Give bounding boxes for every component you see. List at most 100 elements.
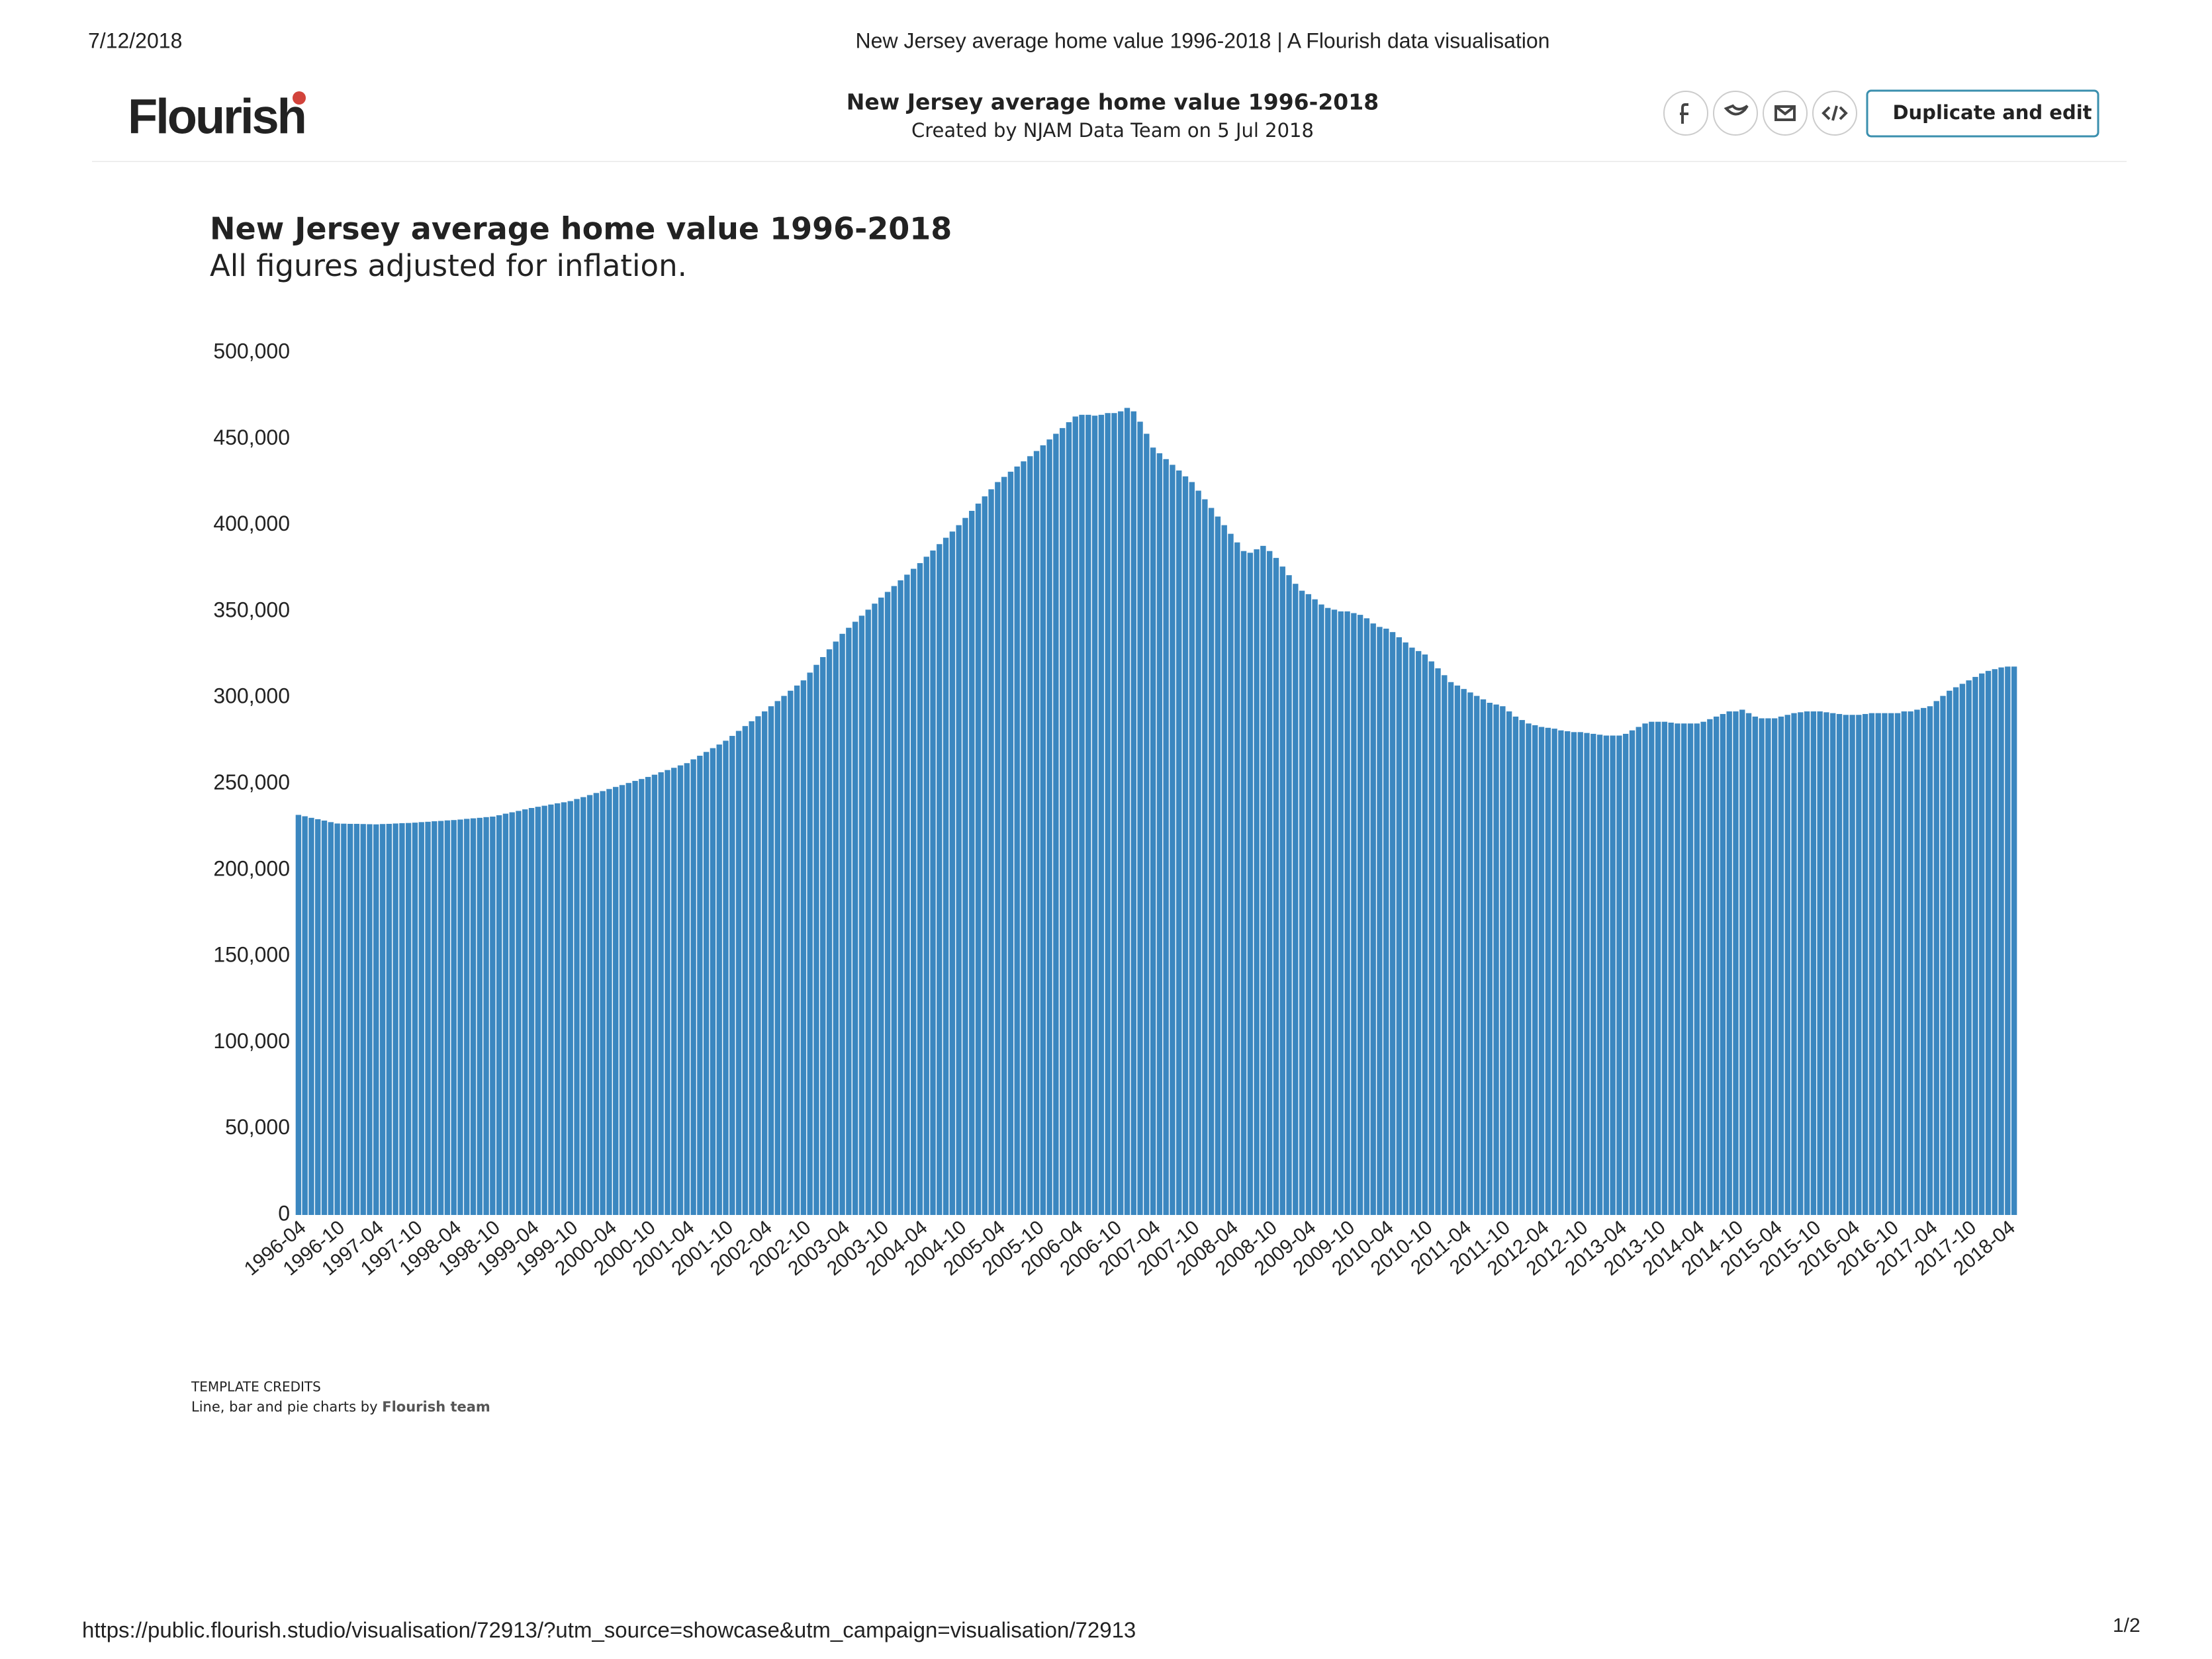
bar (710, 748, 716, 1215)
bar (1791, 713, 1797, 1215)
bar (1577, 732, 1583, 1215)
bar (768, 706, 774, 1215)
bar (1461, 689, 1467, 1215)
bar (1072, 416, 1078, 1215)
bar (1998, 667, 2004, 1215)
bar (1040, 445, 1046, 1216)
bar (1894, 713, 1901, 1215)
bar (1596, 735, 1603, 1215)
bar (1500, 706, 1506, 1215)
bar (1176, 470, 1182, 1216)
bar (1059, 427, 1066, 1215)
twitter-icon (1724, 104, 1749, 116)
chart-title: New Jersey average home value 1996-2018 (210, 211, 952, 247)
logo-mark (293, 91, 306, 105)
bar (561, 802, 567, 1215)
bar (1228, 533, 1234, 1215)
bar (1474, 695, 1480, 1215)
bar (1422, 654, 1428, 1215)
bar (528, 807, 535, 1215)
bar (464, 819, 470, 1215)
bar (1901, 711, 1908, 1215)
bar (1195, 490, 1201, 1215)
bar (671, 768, 677, 1215)
bar (1778, 716, 1784, 1215)
duplicate-button[interactable] (1866, 89, 2099, 138)
bar (917, 562, 923, 1215)
bar (1545, 727, 1551, 1215)
bar (1642, 723, 1648, 1215)
bar (399, 823, 405, 1215)
bar (1843, 715, 1849, 1215)
bar (1972, 676, 1978, 1215)
bar (1467, 692, 1473, 1215)
bar (1675, 723, 1681, 1215)
bar (1868, 713, 1875, 1215)
bar (1351, 613, 1357, 1215)
bar (1733, 711, 1739, 1215)
bar (483, 817, 489, 1215)
bar (1014, 466, 1020, 1215)
bar (729, 736, 735, 1215)
bar (1254, 549, 1260, 1215)
bar (1066, 422, 1072, 1216)
bar (593, 793, 600, 1215)
bar (1506, 711, 1512, 1215)
bar (923, 557, 929, 1215)
bar (1286, 575, 1292, 1215)
bar (1182, 476, 1189, 1215)
bar (1603, 735, 1610, 1215)
duplicate-button-label[interactable]: Duplicate and edit (1892, 101, 2092, 124)
bar (554, 803, 561, 1215)
bar (1616, 735, 1622, 1215)
bar (1623, 733, 1629, 1215)
bar (1053, 433, 1059, 1216)
bar (1403, 642, 1408, 1215)
bar (574, 799, 580, 1215)
bar (1564, 731, 1571, 1215)
bar (755, 716, 761, 1215)
bar (749, 721, 755, 1215)
credits-heading: TEMPLATE CREDITS (191, 1379, 321, 1395)
bar (1111, 413, 1117, 1216)
bar (1940, 695, 1946, 1215)
bar (742, 726, 749, 1215)
bar (1610, 735, 1616, 1215)
bar (716, 744, 722, 1215)
bar (1519, 720, 1525, 1215)
bar (1202, 499, 1208, 1215)
bar (1636, 727, 1641, 1215)
bar (1700, 721, 1706, 1215)
bar (658, 772, 664, 1215)
bar (1098, 414, 1105, 1216)
bar (632, 781, 638, 1215)
bar (1189, 482, 1195, 1216)
bar (477, 817, 483, 1215)
bar (1979, 673, 1985, 1215)
bar (1538, 727, 1545, 1215)
y-tick-label: 200,000 (213, 856, 290, 880)
bar (1856, 715, 1862, 1215)
bar (619, 785, 625, 1215)
bar (1144, 433, 1150, 1216)
bar (373, 824, 379, 1215)
bar (308, 817, 314, 1215)
bar (1305, 594, 1312, 1215)
bar (723, 740, 729, 1215)
y-tick-label: 450,000 (213, 426, 290, 449)
chart: New Jersey average home value 1996-2018 … (210, 211, 2019, 1280)
credits-team[interactable]: Flourish team (382, 1399, 490, 1415)
bar (975, 504, 982, 1215)
print-date: 7/12/2018 (88, 28, 182, 52)
bar (1389, 632, 1396, 1215)
bar (1487, 703, 1493, 1215)
bar (891, 586, 898, 1215)
bar (762, 711, 768, 1215)
bar (1442, 675, 1448, 1215)
bar (1091, 416, 1098, 1215)
bar (425, 821, 431, 1215)
bar (353, 823, 360, 1215)
bar (1759, 718, 1765, 1215)
facebook-icon (1680, 103, 1688, 124)
